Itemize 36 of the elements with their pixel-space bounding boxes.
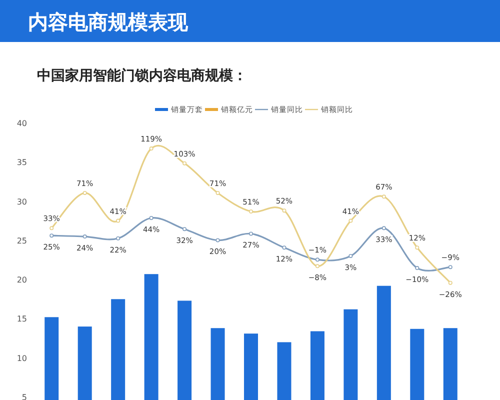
y-tick-label: 35 xyxy=(16,158,27,168)
point xyxy=(249,232,253,236)
point xyxy=(315,264,320,268)
point xyxy=(149,146,154,151)
point xyxy=(282,246,286,250)
point xyxy=(249,210,253,214)
chart-title: 内容电商规模表现 xyxy=(28,10,189,34)
point xyxy=(382,194,386,199)
y-tick-label: 40 xyxy=(16,119,27,128)
y-tick-label: 25 xyxy=(16,236,27,246)
chart-subtitle: 中国家用智能门锁内容电商规模： xyxy=(37,67,247,84)
point xyxy=(149,216,154,220)
point xyxy=(315,258,320,262)
y-tick-label: 30 xyxy=(16,197,27,206)
point xyxy=(216,238,220,242)
point xyxy=(348,254,353,258)
point xyxy=(415,246,420,250)
point xyxy=(282,208,286,213)
point xyxy=(448,265,452,270)
point xyxy=(82,190,87,195)
y-tick-label: 5 xyxy=(22,393,27,400)
point xyxy=(415,266,420,270)
point xyxy=(216,190,220,195)
y-tick-label: 10 xyxy=(16,354,27,363)
y-tick-label: 20 xyxy=(16,276,27,285)
point xyxy=(116,218,120,223)
point xyxy=(50,234,54,238)
point xyxy=(82,234,87,239)
point xyxy=(50,226,54,230)
point xyxy=(348,218,353,223)
point xyxy=(182,161,187,166)
point xyxy=(182,227,187,232)
point xyxy=(448,280,452,285)
y-tick-label: 15 xyxy=(16,314,27,324)
point xyxy=(382,226,386,230)
point xyxy=(116,236,120,240)
